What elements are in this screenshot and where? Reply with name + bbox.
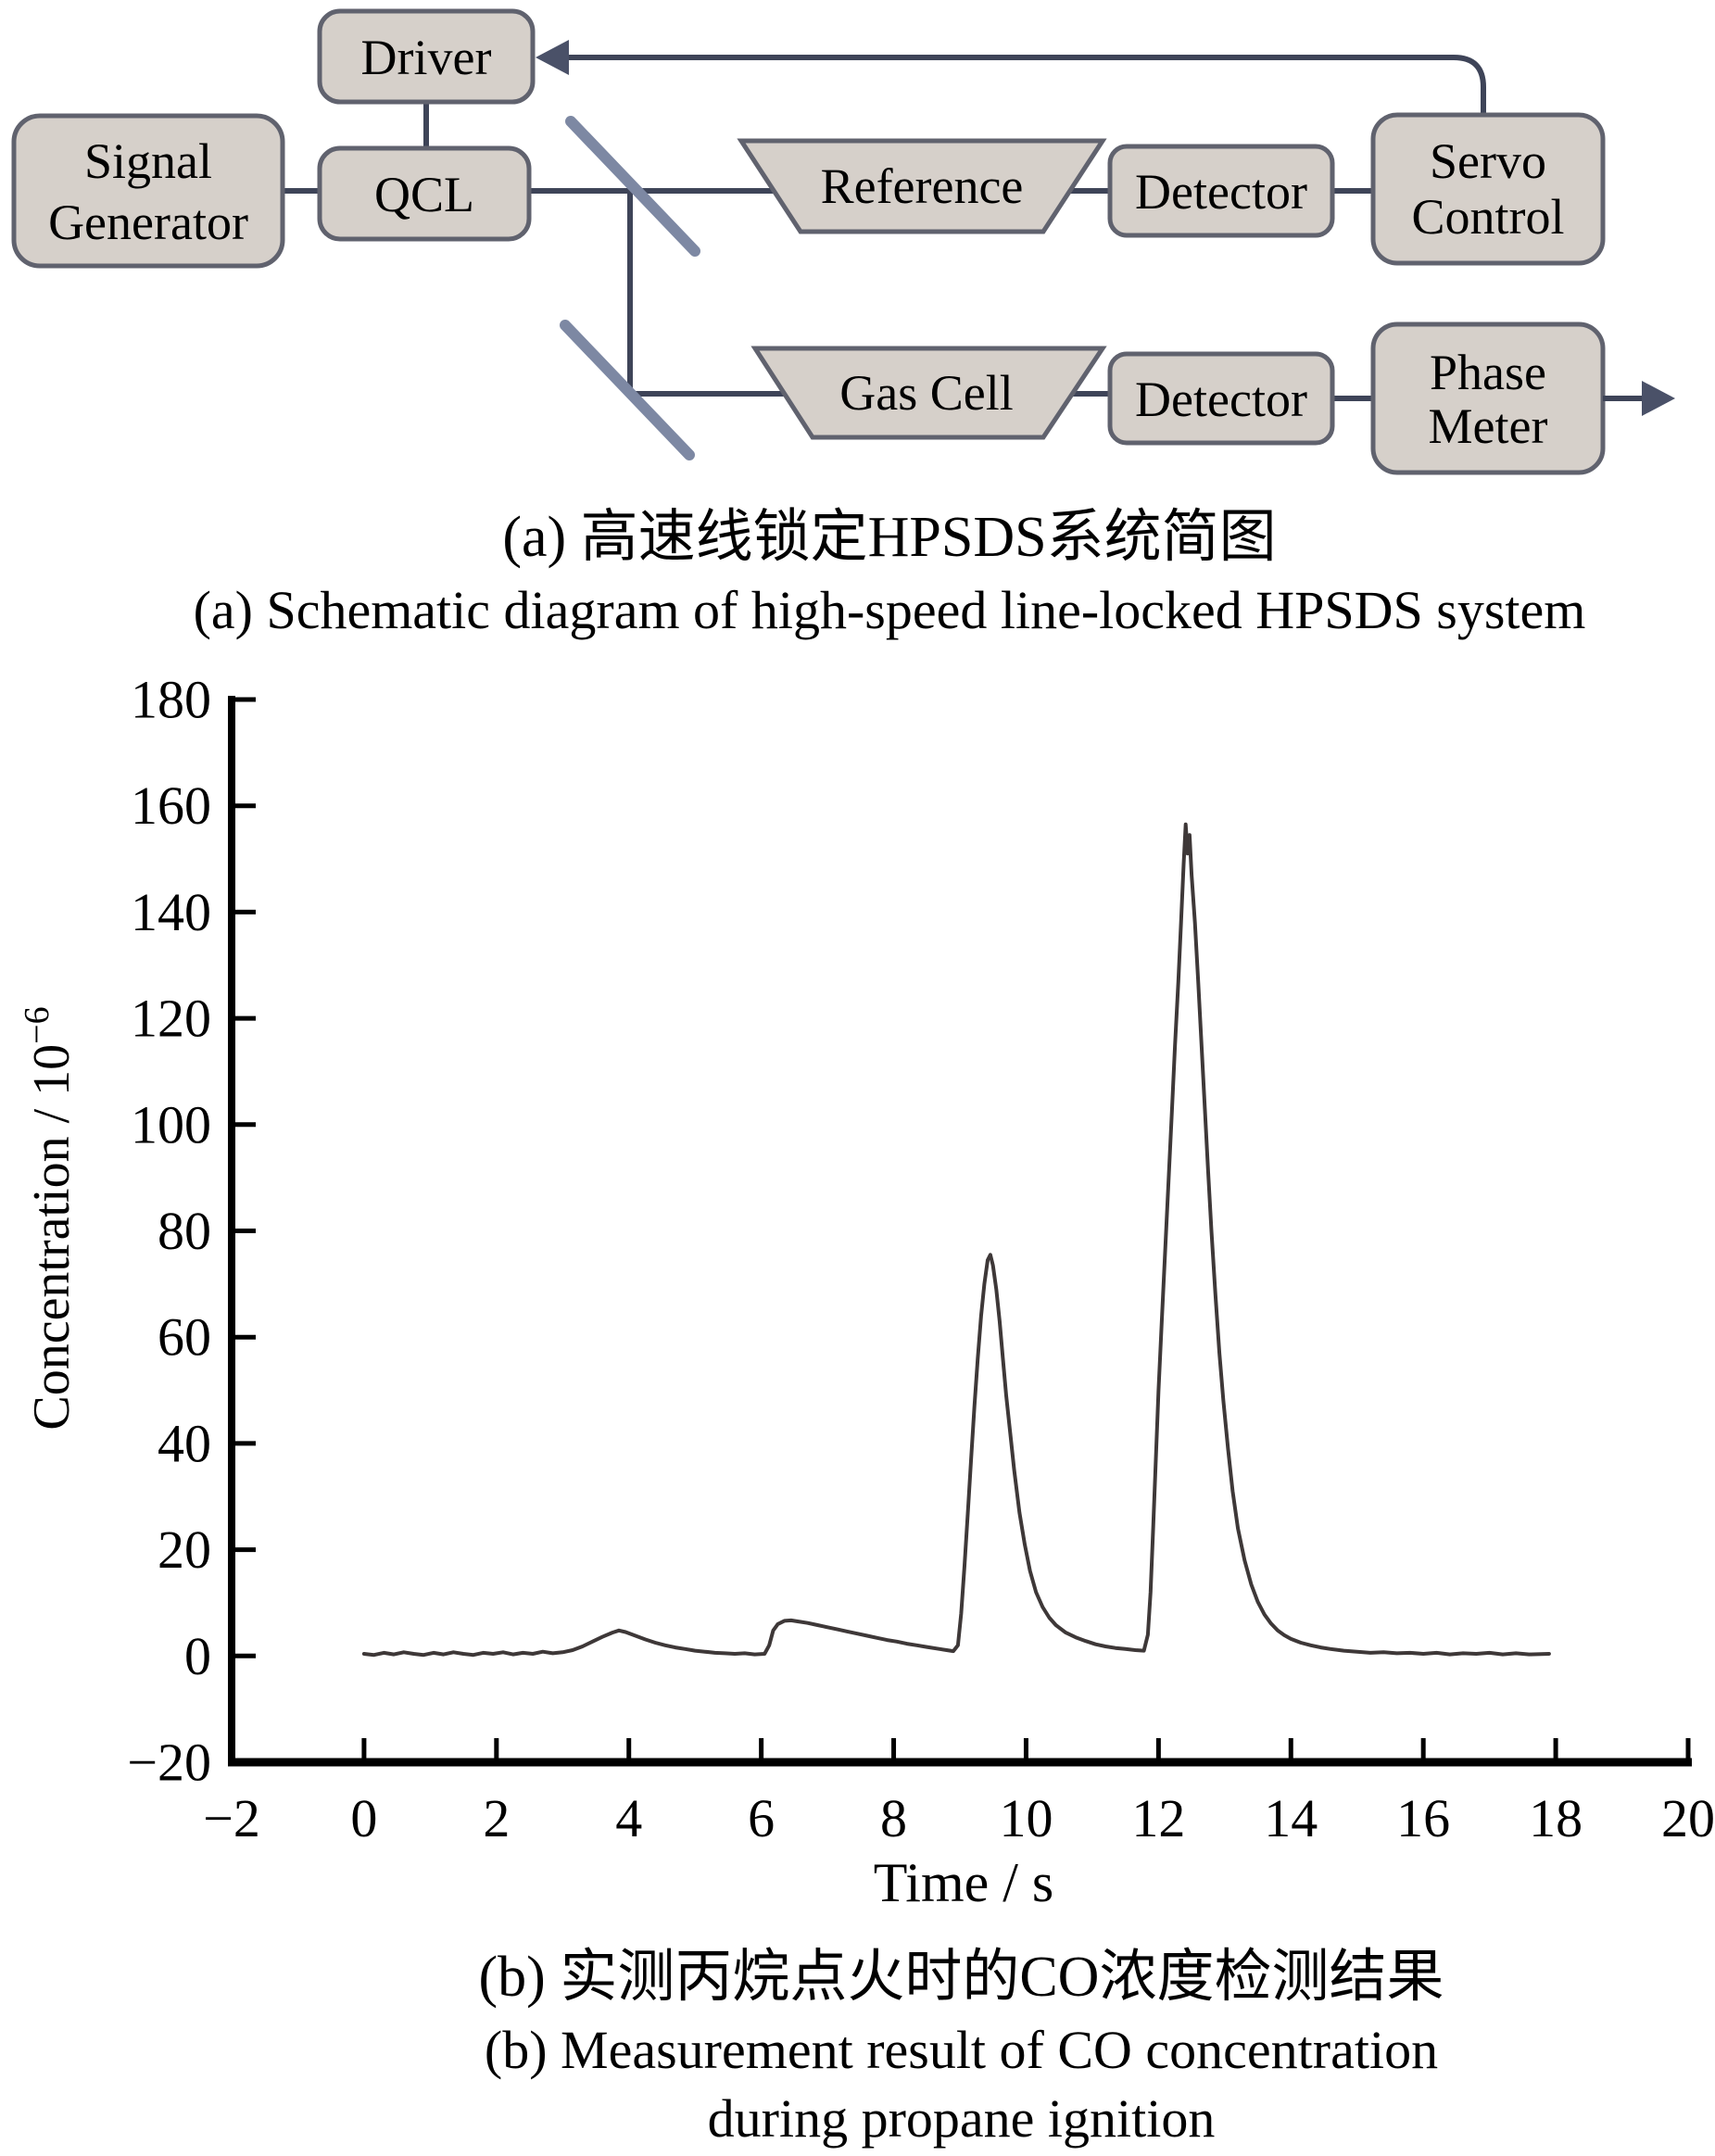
reference-detector-block: [1107, 144, 1335, 238]
x-tick-label: −2: [203, 1788, 260, 1848]
y-tick-label: 0: [184, 1626, 211, 1686]
signal-generator-label-line1: Signal: [84, 133, 212, 189]
y-axis-title: Concentration / 10−6: [18, 1006, 81, 1430]
x-tick-label: 12: [1131, 1788, 1185, 1848]
caption-a-chinese: (a) 高速线锁定HPSDS系统简图: [502, 506, 1277, 569]
hpsds-schematic-diagram: Signal Generator Driver QCL Reference De…: [11, 8, 1675, 475]
y-tick-label: 160: [131, 775, 211, 836]
servo-control-block: [1370, 112, 1606, 266]
reference-cell-block: [737, 138, 1107, 234]
x-tick-label: 4: [615, 1788, 642, 1848]
y-axis-ticks: −20 0 20 40 60 80 100 120 140 160 180: [127, 670, 256, 1793]
caption-b-english-line1: (b) Measurement result of CO concentrati…: [484, 2020, 1439, 2080]
y-tick-label: 60: [158, 1307, 211, 1368]
beam-splitter-2-icon: [560, 320, 695, 460]
feedback-arrow-icon: [536, 40, 569, 75]
caption-a: (a) 高速线锁定HPSDS系统简图 (a) Schematic diagram…: [65, 498, 1714, 645]
y-tick-label: 120: [131, 989, 211, 1049]
x-tick-label: 6: [748, 1788, 775, 1848]
feedback-line: [565, 55, 1486, 115]
signal-generator-block: [11, 113, 285, 269]
beam-splitter-1-icon: [565, 116, 700, 257]
gas-detector-block: [1107, 351, 1335, 446]
x-tick-label: 10: [999, 1788, 1053, 1848]
servo-control-label-line1: Servo: [1430, 133, 1546, 189]
reference-detector-label: Detector: [1135, 164, 1307, 220]
phase-meter-label-line2: Meter: [1429, 398, 1548, 454]
x-tick-label: 8: [880, 1788, 907, 1848]
driver-label: Driver: [361, 30, 492, 85]
caption-b-english-line2: during propane ignition: [707, 2088, 1216, 2149]
servo-control-label-line2: Control: [1411, 189, 1564, 245]
y-tick-label: 100: [131, 1094, 211, 1154]
y-tick-label: −20: [127, 1733, 211, 1793]
x-axis-title: Time / s: [874, 1852, 1054, 1913]
signal-generator-label-line2: Generator: [48, 195, 248, 250]
x-tick-label: 18: [1529, 1788, 1583, 1848]
x-axis-ticks: −2 0 2 4 6 8 10 12 14 16 18 20: [203, 1738, 1715, 1848]
caption-b: (b) 实测丙烷点火时的CO浓度检测结果 (b) Measurement res…: [232, 1938, 1691, 2153]
y-tick-label: 140: [131, 882, 211, 942]
reference-label: Reference: [821, 158, 1024, 214]
gas-cell-block: [750, 346, 1107, 440]
x-tick-label: 20: [1661, 1788, 1715, 1848]
caption-a-english: (a) Schematic diagram of high-speed line…: [193, 580, 1586, 640]
output-arrow-icon: [1642, 381, 1675, 416]
y-tick-label: 20: [158, 1519, 211, 1580]
driver-block: [317, 8, 536, 105]
x-tick-label: 2: [483, 1788, 510, 1848]
x-tick-label: 14: [1264, 1788, 1318, 1848]
co-concentration-curve: [361, 822, 1551, 1658]
qcl-label: QCL: [374, 167, 474, 222]
x-tick-label: 16: [1396, 1788, 1450, 1848]
caption-b-chinese: (b) 实测丙烷点火时的CO浓度检测结果: [478, 1946, 1444, 2009]
y-tick-label: 180: [131, 670, 211, 730]
x-tick-label: 0: [350, 1788, 377, 1848]
phase-meter-label-line1: Phase: [1430, 345, 1546, 400]
qcl-block: [317, 145, 532, 242]
gas-detector-label: Detector: [1135, 372, 1307, 427]
gas-cell-label: Gas Cell: [839, 365, 1013, 421]
y-tick-label: 80: [158, 1201, 211, 1261]
y-tick-label: 40: [158, 1413, 211, 1473]
